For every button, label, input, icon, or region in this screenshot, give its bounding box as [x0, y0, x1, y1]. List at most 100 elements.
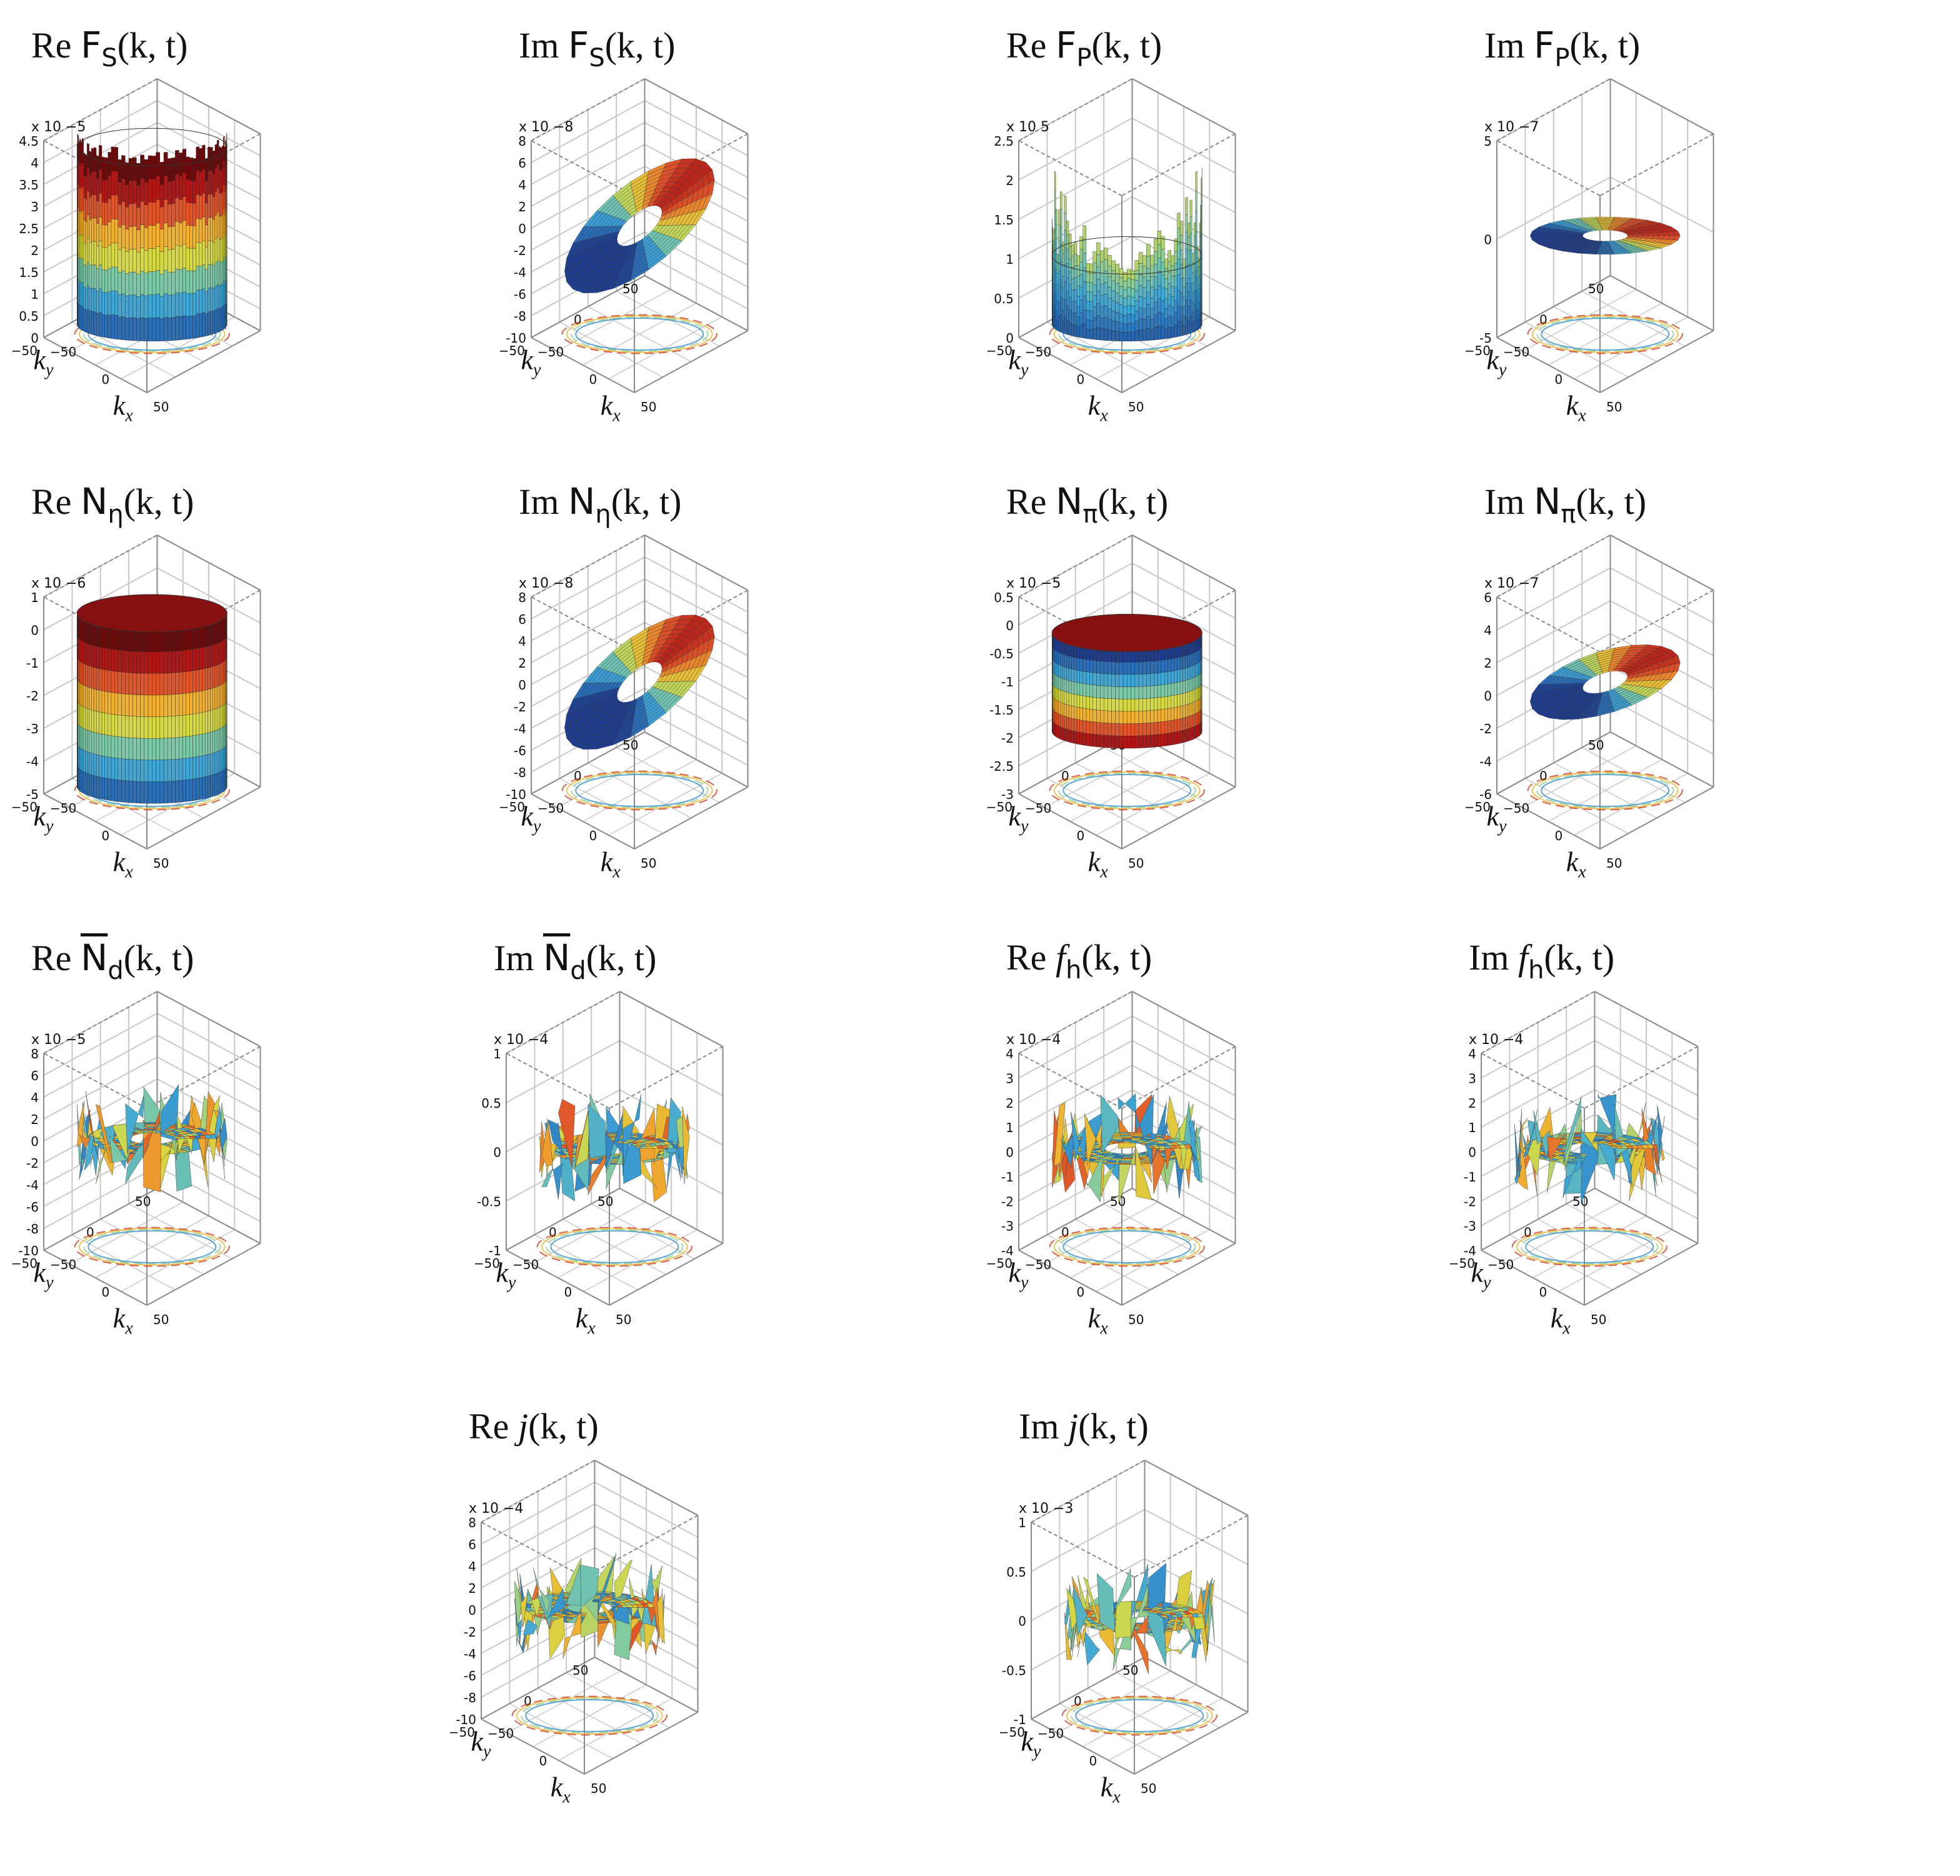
surface-facet: [156, 199, 160, 224]
surface-facet: [140, 630, 144, 652]
surface-facet: [1177, 259, 1181, 276]
surface-facet: [1064, 299, 1067, 318]
surface-facet: [144, 630, 149, 652]
surface-facet: [224, 725, 226, 748]
z-tick-label: 8: [518, 134, 526, 149]
surface-facet: [1127, 686, 1131, 700]
surface-facet: [1168, 708, 1171, 721]
surface-facet: [136, 163, 141, 186]
surface-facet: [1076, 695, 1080, 708]
surface-facet: [1516, 1118, 1528, 1177]
surface-facet: [199, 690, 202, 713]
surface-facet: [1161, 660, 1165, 673]
surface-facet: [1197, 319, 1199, 331]
surface-facet: [182, 173, 186, 198]
surface-facet: [1100, 661, 1104, 674]
surface-facet: [1201, 177, 1202, 198]
surface-facet: [93, 775, 97, 798]
surface-facet: [114, 758, 118, 780]
surface-facet: [219, 1118, 228, 1151]
surface-facet: [214, 708, 218, 731]
surface-facet: [1150, 735, 1154, 748]
surface-facet: [128, 203, 133, 227]
surface-facet: [1066, 220, 1069, 236]
surface-facet: [99, 690, 102, 713]
surface-facet: [99, 193, 102, 218]
surface-facet: [222, 145, 224, 170]
surface-facet: [1096, 673, 1101, 686]
surface-facet: [1197, 266, 1199, 279]
surface-facet: [144, 273, 149, 296]
surface-facet: [224, 236, 226, 261]
surface-facet: [1127, 711, 1131, 724]
surface-facet: [96, 245, 99, 269]
z-tick-label: 2: [31, 1112, 39, 1127]
surface-facet: [1119, 313, 1124, 323]
surface-facet: [222, 237, 224, 262]
surface-facet: [118, 715, 122, 738]
title-function: f: [1055, 937, 1066, 978]
surface-facet: [1103, 723, 1108, 736]
axis-line: [146, 1243, 261, 1306]
surface-facet: [224, 616, 226, 640]
title-function: N: [80, 480, 108, 523]
title-prefix: Im: [1484, 481, 1534, 522]
surface-facet: [1154, 301, 1158, 315]
grid-line: [1018, 78, 1236, 141]
surface-facet: [223, 660, 225, 684]
surface-facet: [101, 712, 105, 735]
surface-facet: [1086, 671, 1090, 685]
surface-facet: [1138, 686, 1143, 700]
z-tick-label: -3: [1001, 1219, 1014, 1234]
surface-facet: [1171, 296, 1174, 308]
surface-facet: [1161, 249, 1165, 263]
surface-facet: [114, 649, 118, 672]
axis-line: [634, 330, 748, 393]
surface-facet: [1076, 731, 1080, 745]
surface-facet: [1111, 320, 1116, 331]
title-prefix: Im: [519, 481, 568, 522]
surface-facet: [91, 264, 94, 289]
surface-facet: [101, 291, 105, 315]
surface-facet: [104, 202, 108, 226]
surface-facet: [212, 687, 216, 710]
surface-facet: [101, 224, 105, 248]
surface-facet: [1107, 276, 1112, 288]
floor-grid: [558, 1698, 672, 1761]
surface-facet: [111, 242, 115, 268]
surface-facet: [136, 673, 141, 695]
surface-facet: [1189, 316, 1192, 334]
surface-facet: [111, 670, 115, 693]
surface-facet: [125, 715, 129, 738]
surface-facet: [167, 694, 172, 717]
surface-facet: [1089, 660, 1093, 673]
surface-facet: [1107, 298, 1112, 309]
x-axis-label: kx: [1088, 1303, 1109, 1338]
surface-facet: [1103, 710, 1108, 723]
surface-facet: [128, 651, 133, 673]
axis-line: [1121, 133, 1236, 196]
surface-facet: [1168, 316, 1171, 328]
surface-facet: [1199, 261, 1201, 276]
surface-facet: [1079, 312, 1083, 326]
surface-facet: [136, 695, 141, 717]
surface-facet: [156, 317, 160, 341]
surface-facet: [79, 704, 81, 727]
surface-facet: [1127, 723, 1131, 736]
exponent-label: x 10 −4: [1469, 1032, 1523, 1048]
surface-facet: [192, 248, 196, 271]
z-tick-label: 2: [518, 199, 526, 214]
surface-facet: [192, 756, 196, 780]
surface-facet: [1062, 678, 1064, 692]
surface-facet: [83, 219, 86, 243]
surface-facet: [136, 274, 141, 297]
surface-facet: [91, 775, 94, 798]
surface-facet: [83, 264, 86, 288]
x-tick-label: 50: [616, 1312, 631, 1327]
surface-facet: [1122, 711, 1128, 724]
surface-facet: [1086, 683, 1090, 697]
axis-line: [1496, 596, 1601, 653]
surface-facet: [79, 233, 81, 259]
surface-facet: [189, 735, 193, 758]
